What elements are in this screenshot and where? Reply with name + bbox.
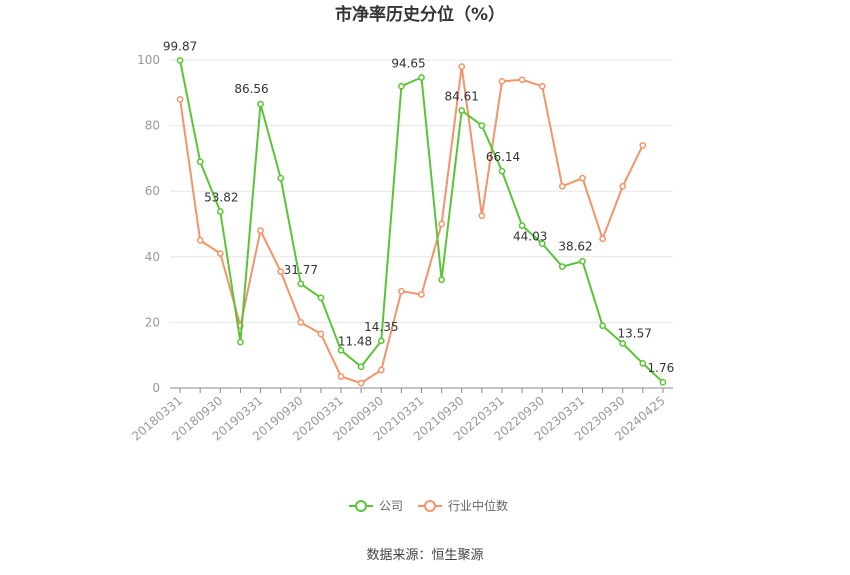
y-tick-label: 100: [137, 53, 160, 67]
data-point: [297, 280, 305, 288]
data-source: 数据来源：恒生聚源: [366, 548, 483, 563]
data-point: [599, 322, 606, 330]
data-point: [579, 174, 586, 182]
data-point: [257, 227, 264, 234]
chart-title: 市净率历史分位（%）: [335, 4, 505, 25]
y-tick-label: 40: [145, 250, 160, 264]
data-point: [176, 96, 184, 103]
data-label: 94.65: [391, 57, 425, 71]
data-label: 14.35: [364, 320, 398, 334]
legend-label: 公司: [379, 499, 403, 513]
data-point: [357, 363, 365, 371]
data-point: [619, 182, 627, 190]
data-label: 44.03: [513, 230, 547, 244]
data-point: [277, 174, 285, 182]
series-line-1: [179, 65, 644, 385]
series-layer: [176, 57, 667, 387]
data-point: [398, 82, 405, 90]
data-point: [619, 340, 627, 347]
data-point: [257, 100, 264, 108]
data-point: [377, 337, 385, 345]
data-point: [297, 319, 305, 326]
data-point: [196, 158, 204, 166]
data-point: [659, 378, 667, 386]
data-point: [196, 237, 204, 244]
legend-item-0[interactable]: 公司: [349, 499, 403, 513]
data-point: [317, 294, 325, 302]
data-label: 99.87: [163, 39, 197, 53]
data-point: [377, 366, 385, 374]
data-label: 53.82: [204, 191, 238, 205]
data-point: [216, 250, 224, 257]
data-label: 86.56: [234, 82, 268, 96]
data-label: 1.76: [648, 361, 675, 375]
data-point: [418, 74, 425, 81]
y-axis: 0 20 40 60 80 100: [137, 53, 160, 395]
data-label: 38.62: [558, 239, 592, 253]
data-label: 11.48: [338, 334, 372, 348]
data-point: [337, 373, 345, 380]
data-point: [458, 63, 466, 70]
data-point: [357, 379, 365, 387]
data-point: [558, 182, 566, 190]
data-point: [498, 167, 506, 175]
data-point: [579, 257, 586, 265]
data-point: [599, 235, 606, 243]
data-point: [558, 263, 566, 270]
data-point: [478, 122, 486, 129]
y-tick-label: 0: [152, 381, 160, 395]
data-point: [418, 291, 425, 298]
data-point: [398, 287, 405, 295]
legend-item-1[interactable]: 行业中位数: [418, 498, 508, 513]
legend-label: 行业中位数: [448, 498, 508, 513]
legend-marker: [355, 500, 367, 512]
y-tick-label: 60: [145, 184, 160, 198]
data-point: [518, 76, 526, 84]
data-point: [498, 77, 506, 85]
data-label: 13.57: [618, 327, 652, 341]
data-point: [337, 346, 345, 354]
data-point: [216, 208, 224, 215]
data-point: [518, 222, 526, 229]
data-point: [538, 82, 546, 90]
data-label: 31.77: [284, 263, 318, 277]
data-point: [317, 330, 325, 338]
data-point: [538, 240, 546, 247]
legend-marker: [424, 500, 436, 512]
data-point: [438, 276, 445, 284]
data-point: [277, 268, 285, 275]
data-point: [458, 107, 466, 114]
data-point: [639, 360, 647, 367]
legend[interactable]: 公司 行业中位数: [349, 498, 508, 513]
data-point: [478, 212, 486, 220]
data-point: [176, 57, 184, 64]
data-point: [237, 338, 244, 346]
series-line-0: [179, 60, 664, 383]
data-point: [438, 220, 445, 228]
y-tick-label: 20: [145, 315, 160, 329]
x-axis: 2018033120180930201903312019093020200331…: [129, 387, 673, 444]
data-label: 66.14: [486, 150, 520, 164]
y-tick-label: 80: [145, 119, 160, 133]
data-label: 84.61: [445, 90, 479, 104]
data-point: [639, 141, 647, 149]
